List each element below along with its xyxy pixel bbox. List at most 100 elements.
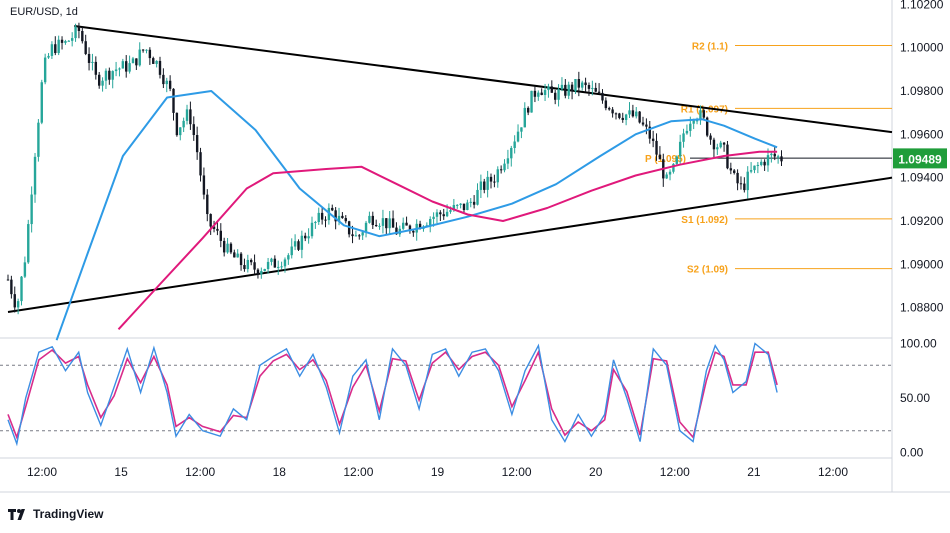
candle-body bbox=[547, 86, 550, 91]
candle-body bbox=[594, 87, 597, 92]
candle-body bbox=[472, 201, 476, 205]
tradingview-logo-icon bbox=[8, 509, 25, 520]
candle-body bbox=[506, 158, 510, 164]
candle-body bbox=[283, 259, 287, 267]
candle-body bbox=[287, 255, 290, 260]
candle-body bbox=[678, 141, 682, 157]
candle-body bbox=[577, 79, 581, 88]
candle-body bbox=[209, 214, 212, 227]
time-tick-label: 18 bbox=[273, 465, 287, 479]
candle-body bbox=[668, 171, 672, 175]
candle-body bbox=[13, 294, 16, 308]
candle-body bbox=[33, 156, 37, 195]
candle-body bbox=[601, 92, 604, 101]
price-tick-label: 1.09000 bbox=[900, 257, 944, 271]
candle-body bbox=[189, 109, 192, 125]
candle-body bbox=[94, 61, 98, 75]
candle-body bbox=[776, 156, 780, 158]
candle-body bbox=[432, 216, 435, 220]
oscillator-tick-label: 100.00 bbox=[900, 336, 937, 350]
candle-body bbox=[614, 113, 618, 115]
candle-body bbox=[503, 163, 506, 171]
stochastic-oscillator bbox=[0, 342, 892, 447]
time-tick-label: 12:00 bbox=[660, 465, 690, 479]
time-tick-label: 12:00 bbox=[343, 465, 373, 479]
candle-body bbox=[368, 215, 371, 223]
candle-body bbox=[550, 86, 554, 93]
price-tick-label: 1.09400 bbox=[900, 171, 944, 185]
candle-body bbox=[537, 92, 540, 97]
candle-body bbox=[104, 70, 108, 81]
candle-body bbox=[624, 114, 628, 120]
price-tick-label: 1.10200 bbox=[900, 0, 944, 11]
candle-body bbox=[246, 259, 250, 270]
pivot-label: S2 (1.09) bbox=[687, 265, 728, 276]
candle-body bbox=[736, 172, 739, 184]
candle-body bbox=[439, 212, 442, 215]
candle-body bbox=[581, 82, 584, 88]
candle-body bbox=[597, 91, 601, 93]
current-price-label: 1.09489 bbox=[898, 152, 942, 166]
candle-body bbox=[381, 218, 385, 226]
candle-body bbox=[493, 181, 496, 183]
candle-body bbox=[64, 41, 67, 43]
price-tag: 1.09489 bbox=[893, 148, 947, 169]
candle-body bbox=[243, 265, 246, 270]
candle-body bbox=[172, 88, 175, 113]
stochastic-d-line bbox=[7, 348, 778, 440]
candle-body bbox=[388, 218, 391, 229]
time-axis: 12:00 15 12:00 18 12:00 19 12:00 20 12:00 21 12:00 bbox=[27, 465, 848, 479]
time-tick-label: 21 bbox=[747, 465, 761, 479]
candle-body bbox=[371, 215, 374, 226]
candle-body bbox=[442, 214, 445, 217]
moving-average-line bbox=[117, 150, 778, 330]
candle-body bbox=[712, 139, 716, 150]
candle-body bbox=[219, 230, 222, 241]
candle-body bbox=[780, 156, 783, 162]
candle-body bbox=[489, 176, 493, 182]
candle-body bbox=[756, 164, 760, 166]
candle-body bbox=[148, 49, 152, 59]
candle-body bbox=[27, 224, 30, 263]
candle-body bbox=[459, 203, 462, 205]
candle-body bbox=[749, 170, 753, 172]
candle-body bbox=[611, 109, 614, 114]
candle-body bbox=[408, 225, 412, 231]
candle-body bbox=[202, 175, 206, 195]
candle-body bbox=[179, 127, 182, 136]
candle-body bbox=[584, 82, 587, 86]
candle-body bbox=[560, 84, 564, 90]
candle-body bbox=[158, 60, 162, 75]
time-tick-label: 15 bbox=[114, 465, 128, 479]
time-tick-label: 19 bbox=[431, 465, 445, 479]
candle-body bbox=[81, 30, 84, 42]
candle-body bbox=[152, 58, 155, 64]
candle-body bbox=[574, 79, 577, 92]
time-tick-label: 20 bbox=[589, 465, 603, 479]
candle-body bbox=[395, 227, 398, 235]
grid bbox=[0, 0, 950, 493]
candle-body bbox=[239, 253, 243, 266]
candle-body bbox=[405, 222, 408, 226]
time-tick-label: 12:00 bbox=[502, 465, 532, 479]
candle-body bbox=[43, 57, 47, 83]
oscillator-tick-label: 50.00 bbox=[900, 391, 930, 405]
candle-body bbox=[304, 235, 307, 239]
candle-body bbox=[20, 276, 23, 302]
candle-body bbox=[645, 124, 648, 127]
candle-body bbox=[30, 194, 33, 225]
candle-body bbox=[175, 112, 179, 136]
candle-body bbox=[131, 58, 135, 64]
candle-body bbox=[651, 138, 655, 141]
candle-body bbox=[320, 212, 324, 220]
candle-body bbox=[665, 174, 668, 179]
candle-body bbox=[101, 80, 104, 86]
candle-body bbox=[277, 266, 280, 268]
price-tick-label: 1.10000 bbox=[900, 41, 944, 55]
candle-body bbox=[354, 235, 358, 237]
candle-body bbox=[557, 89, 560, 100]
candle-body bbox=[273, 258, 277, 268]
candle-body bbox=[760, 161, 763, 165]
candle-body bbox=[682, 133, 685, 142]
